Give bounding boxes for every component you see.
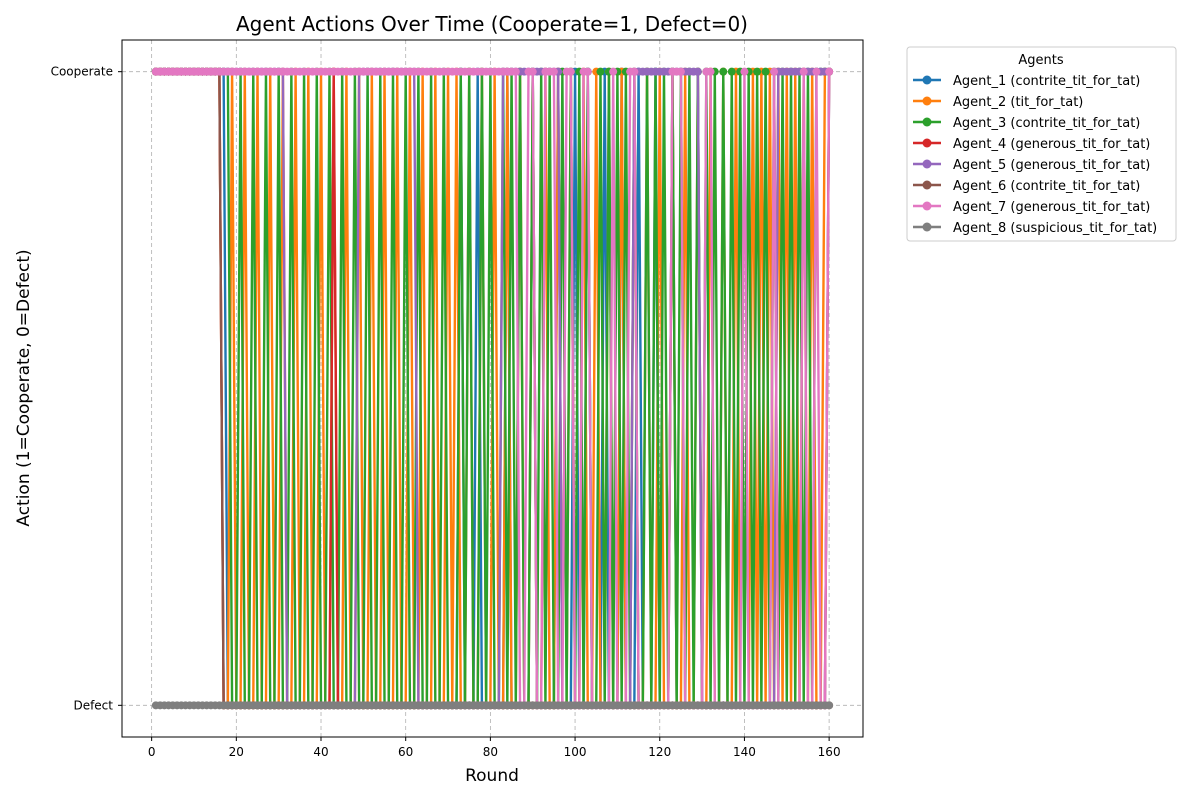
data-point (630, 67, 639, 76)
data-point (799, 67, 808, 76)
legend-label: Agent_2 (tit_for_tat) (953, 95, 1083, 110)
legend-marker (922, 75, 932, 85)
series-line (155, 70, 830, 707)
series-lines (151, 67, 834, 710)
legend-item-agent-5: Agent_5 (generous_tit_for_tat) (913, 158, 1150, 173)
x-tick-label: 100 (564, 745, 587, 759)
data-point (676, 67, 685, 76)
data-point (719, 67, 728, 76)
legend-box (906, 46, 1177, 242)
chart-title: Agent Actions Over Time (Cooperate=1, De… (236, 12, 748, 36)
data-point (511, 67, 520, 76)
x-tick-label: 160 (818, 745, 841, 759)
x-tick-label: 140 (733, 745, 756, 759)
data-point (761, 67, 770, 76)
x-tick-label: 40 (313, 745, 328, 759)
legend-label: Agent_1 (contrite_tit_for_tat) (953, 74, 1140, 89)
data-point (609, 67, 618, 76)
data-point (825, 701, 834, 710)
legend-label: Agent_8 (suspicious_tit_for_tat) (953, 221, 1157, 236)
legend-item-agent-6: Agent_6 (contrite_tit_for_tat) (913, 179, 1140, 194)
x-axis-title: Round (465, 766, 519, 786)
data-point (753, 67, 762, 76)
data-point (583, 67, 592, 76)
data-point (812, 67, 821, 76)
legend-marker (922, 138, 932, 148)
legend: Agents Agent_1 (contrite_tit_for_tat)Age… (906, 46, 1177, 242)
x-axis-ticks: 0 20 40 60 80 100 120 140 160 (148, 737, 841, 759)
legend-item-agent-8: Agent_8 (suspicious_tit_for_tat) (913, 221, 1157, 236)
legend-title: Agents (1018, 53, 1063, 68)
y-axis-ticks: Defect Cooperate (51, 65, 122, 712)
legend-item-agent-2: Agent_2 (tit_for_tat) (913, 95, 1083, 110)
x-tick-label: 0 (148, 745, 156, 759)
x-tick-label: 60 (398, 745, 413, 759)
series-agent-8 (151, 701, 834, 710)
plot-area-frame (121, 39, 864, 738)
x-tick-label: 120 (648, 745, 671, 759)
x-tick-label: 80 (483, 745, 498, 759)
legend-item-agent-1: Agent_1 (contrite_tit_for_tat) (913, 74, 1140, 89)
data-point (549, 67, 558, 76)
legend-items: Agent_1 (contrite_tit_for_tat) Agent_2 (t… (913, 74, 1157, 236)
legend-marker (922, 222, 932, 232)
legend-marker (922, 180, 932, 190)
legend-label: Agent_5 (generous_tit_for_tat) (953, 158, 1150, 173)
data-point (596, 67, 605, 76)
data-point (770, 67, 779, 76)
legend-label: Agent_3 (contrite_tit_for_tat) (953, 116, 1140, 131)
y-tick-label: Cooperate (51, 65, 113, 79)
legend-marker (922, 159, 932, 169)
legend-marker (922, 117, 932, 127)
legend-marker (922, 96, 932, 106)
legend-label: Agent_7 (generous_tit_for_tat) (953, 200, 1150, 215)
x-tick-label: 20 (229, 745, 244, 759)
y-tick-label: Defect (73, 698, 113, 712)
legend-item-agent-7: Agent_7 (generous_tit_for_tat) (913, 200, 1150, 215)
legend-label: Agent_6 (contrite_tit_for_tat) (953, 179, 1140, 194)
legend-item-agent-3: Agent_3 (contrite_tit_for_tat) (913, 116, 1140, 131)
legend-item-agent-4: Agent_4 (generous_tit_for_tat) (913, 137, 1150, 152)
legend-marker (922, 201, 932, 211)
legend-label: Agent_4 (generous_tit_for_tat) (953, 137, 1150, 152)
data-point (740, 67, 749, 76)
data-point (706, 67, 715, 76)
data-point (825, 67, 834, 76)
data-point (727, 67, 736, 76)
data-point (693, 67, 702, 76)
data-point (528, 67, 537, 76)
y-axis-title: Action (1=Cooperate, 0=Defect) (14, 249, 34, 526)
data-point (566, 67, 575, 76)
